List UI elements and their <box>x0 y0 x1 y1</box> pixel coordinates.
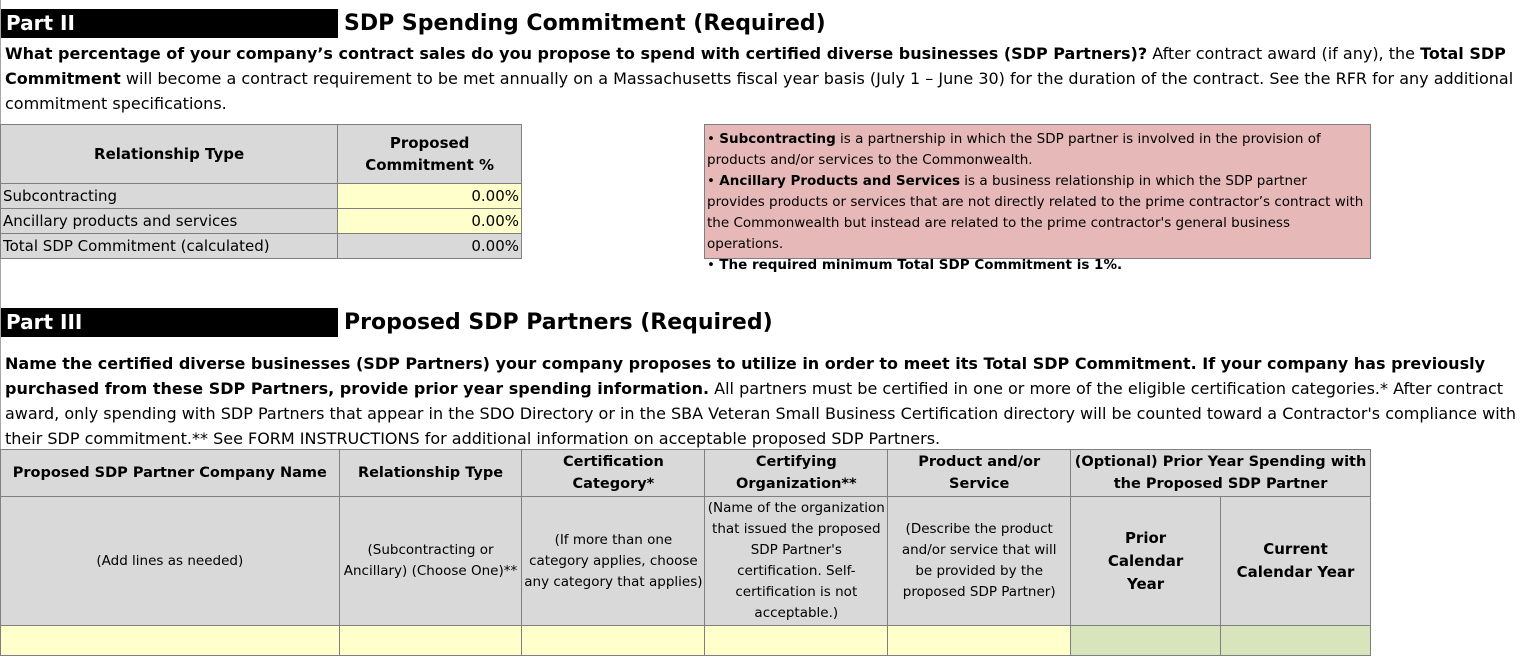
sub-current-calendar-year: Current Calendar Year <box>1220 496 1371 626</box>
part2-intro-text1: After contract award (if any), the <box>1147 44 1421 63</box>
partner-company-input[interactable] <box>0 625 340 656</box>
commitment-subcontracting-input[interactable]: 0.00% <box>337 183 522 209</box>
info-bullet-subcontracting: • Subcontracting is a partnership in whi… <box>707 131 1321 168</box>
info-term: Subcontracting <box>719 131 836 147</box>
info-bullet-minimum: • The required minimum Total SDP Commitm… <box>707 257 1123 273</box>
commitment-total-value: 0.00% <box>337 233 522 259</box>
partner-category-input[interactable] <box>521 625 706 656</box>
header-relationship-type: Relationship Type <box>338 449 523 497</box>
sub-certifying-organization: (Name of the organization that issued th… <box>704 496 889 626</box>
commitment-table: Relationship Type Proposed Commitment % … <box>0 124 522 259</box>
commitment-header-pct: Proposed Commitment % <box>337 124 522 184</box>
sub-prior-calendar-year: Prior Calendar Year <box>1070 496 1222 626</box>
info-text: is a business relationship in which the … <box>707 173 1364 252</box>
info-term: Ancillary Products and Services <box>719 173 961 189</box>
part3-intro-text: All partners must be certified in one or… <box>5 379 1517 448</box>
part3-intro-bold: Name the certified diverse businesses (S… <box>5 354 1485 398</box>
partner-current-year-input[interactable] <box>1220 625 1371 656</box>
sub-product-service: (Describe the product and/or service tha… <box>887 496 1072 626</box>
sub-certification-category: (If more than one category applies, choo… <box>521 496 706 626</box>
sub-relationship-type: (Subcontracting or Ancillary) (Choose On… <box>338 496 523 626</box>
header-certifying-organization: Certifying Organization** <box>704 449 889 497</box>
part3-title: Proposed SDP Partners (Required) <box>344 310 773 335</box>
part2-intro-bold2: Total SDP Commitment <box>5 44 1506 88</box>
part2-intro: What percentage of your company’s contra… <box>5 41 1530 116</box>
info-bullet-ancillary: • Ancillary Products and Services is a b… <box>707 173 1364 252</box>
commitment-ancillary-input[interactable]: 0.00% <box>337 208 522 234</box>
commitment-row-label: Subcontracting <box>0 183 339 209</box>
partners-table: Proposed SDP Partner Company Name Relati… <box>0 449 1371 656</box>
partner-relationship-input[interactable] <box>338 625 523 656</box>
table-row: Total SDP Commitment (calculated) 0.00% <box>0 233 522 259</box>
header-optional-prior-spending: (Optional) Prior Year Spending with the … <box>1070 449 1371 497</box>
header-company-name: Proposed SDP Partner Company Name <box>0 449 340 497</box>
table-row <box>0 625 1371 656</box>
part2-intro-text2: will become a contract requirement to be… <box>5 69 1514 113</box>
partner-prior-year-input[interactable] <box>1070 625 1222 656</box>
part2-title: SDP Spending Commitment (Required) <box>344 11 826 36</box>
table-row: Ancillary products and services 0.00% <box>0 208 522 234</box>
sheet-left-border <box>0 0 1 639</box>
part2-intro-question: What percentage of your company’s contra… <box>5 44 1148 63</box>
info-text: is a partnership in which the SDP partne… <box>707 131 1321 168</box>
header-product-service: Product and/or Service <box>887 449 1072 497</box>
partner-organization-input[interactable] <box>704 625 889 656</box>
part2-label: Part II <box>1 9 338 38</box>
sub-company-name: (Add lines as needed) <box>0 496 340 626</box>
part3-label: Part III <box>1 308 338 337</box>
commitment-row-label: Ancillary products and services <box>0 208 339 234</box>
info-term: The required minimum Total SDP Commitmen… <box>719 257 1123 273</box>
commitment-row-label: Total SDP Commitment (calculated) <box>0 233 339 259</box>
definitions-info-box: • Subcontracting is a partnership in whi… <box>704 124 1371 273</box>
partner-product-input[interactable] <box>887 625 1072 656</box>
header-certification-category: Certification Category* <box>521 449 706 497</box>
part3-intro: Name the certified diverse businesses (S… <box>5 351 1530 451</box>
commitment-header-type: Relationship Type <box>0 124 339 184</box>
table-row: Subcontracting 0.00% <box>0 183 522 209</box>
